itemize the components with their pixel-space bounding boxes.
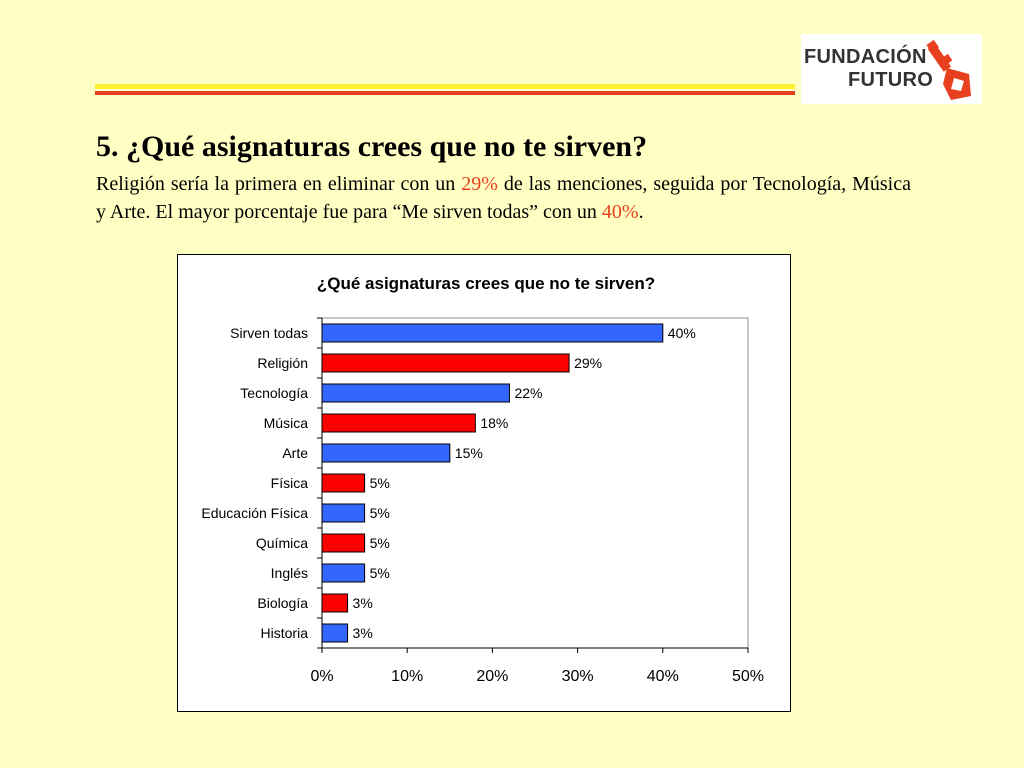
summary-highlight-sirven-todas: 40% [601, 201, 639, 223]
logo-line-2: FUTURO [848, 69, 934, 91]
bar-8 [321, 563, 366, 583]
bar-10 [321, 623, 349, 643]
category-label-7: Química [256, 535, 308, 551]
category-label-5: Física [271, 475, 309, 491]
data-label-8: 5% [370, 565, 390, 581]
data-label-2: 22% [514, 385, 542, 401]
summary-text-3: . [638, 201, 644, 223]
data-label-3: 18% [480, 415, 508, 431]
category-label-2: Tecnología [240, 385, 308, 401]
bar-0 [321, 323, 664, 343]
logo-line-1: FUNDACIÓN [804, 46, 927, 68]
bar-7 [321, 533, 366, 553]
summary-highlight-religion: 29% [461, 173, 498, 195]
summary-text-1: Religión sería la primera en eliminar co… [96, 173, 462, 195]
page-title: 5. ¿Qué asignaturas crees que no te sirv… [96, 130, 648, 163]
key-icon [926, 39, 971, 100]
x-tick-label-3: 30% [562, 668, 594, 685]
category-label-6: Educación Física [201, 505, 308, 521]
header-stripe-yellow [95, 84, 795, 89]
bar-4 [321, 443, 451, 463]
data-label-0: 40% [668, 325, 696, 341]
bar-2 [321, 383, 510, 403]
summary-text-2: de las menciones, seguida por Tecnología… [96, 173, 911, 223]
bars: 40% 29% 22% 18% 15% 5% 5% 5% 5% 3% 3% [321, 323, 696, 643]
category-label-0: Sirven todas [230, 325, 308, 341]
data-label-5: 5% [370, 475, 390, 491]
header-stripe-red [95, 91, 795, 95]
x-tick-label-5: 50% [732, 668, 764, 685]
bar-chart: ¿Qué asignaturas crees que no te sirven?… [177, 254, 791, 712]
x-tick-label-2: 20% [476, 668, 508, 685]
category-label-4: Arte [282, 445, 308, 461]
category-label-8: Inglés [271, 565, 308, 581]
axes: Sirven todas Religión Tecnología Música Arte… [201, 317, 764, 685]
x-tick-label-1: 10% [391, 668, 423, 685]
data-label-1: 29% [574, 355, 602, 371]
summary-paragraph: Religión sería la primera en eliminar co… [96, 170, 911, 226]
category-label-1: Religión [257, 355, 308, 371]
data-label-4: 15% [455, 445, 483, 461]
chart-canvas: ¿Qué asignaturas crees que no te sirven?… [201, 274, 764, 685]
chart-title: ¿Qué asignaturas crees que no te sirven? [317, 274, 655, 293]
bar-1 [321, 353, 570, 373]
bar-6 [321, 503, 366, 523]
data-label-7: 5% [370, 535, 390, 551]
data-label-9: 3% [353, 595, 373, 611]
category-label-3: Música [264, 415, 309, 431]
x-tick-label-4: 40% [647, 668, 679, 685]
data-label-6: 5% [370, 505, 390, 521]
data-label-10: 3% [353, 625, 373, 641]
category-label-10: Historia [261, 625, 309, 641]
category-label-9: Biología [257, 595, 308, 611]
bar-3 [321, 413, 476, 433]
x-tick-label-0: 0% [310, 668, 333, 685]
fundacion-futuro-logo: FUNDACIÓN FUTURO [801, 34, 982, 104]
bar-9 [321, 593, 349, 613]
bar-5 [321, 473, 366, 493]
